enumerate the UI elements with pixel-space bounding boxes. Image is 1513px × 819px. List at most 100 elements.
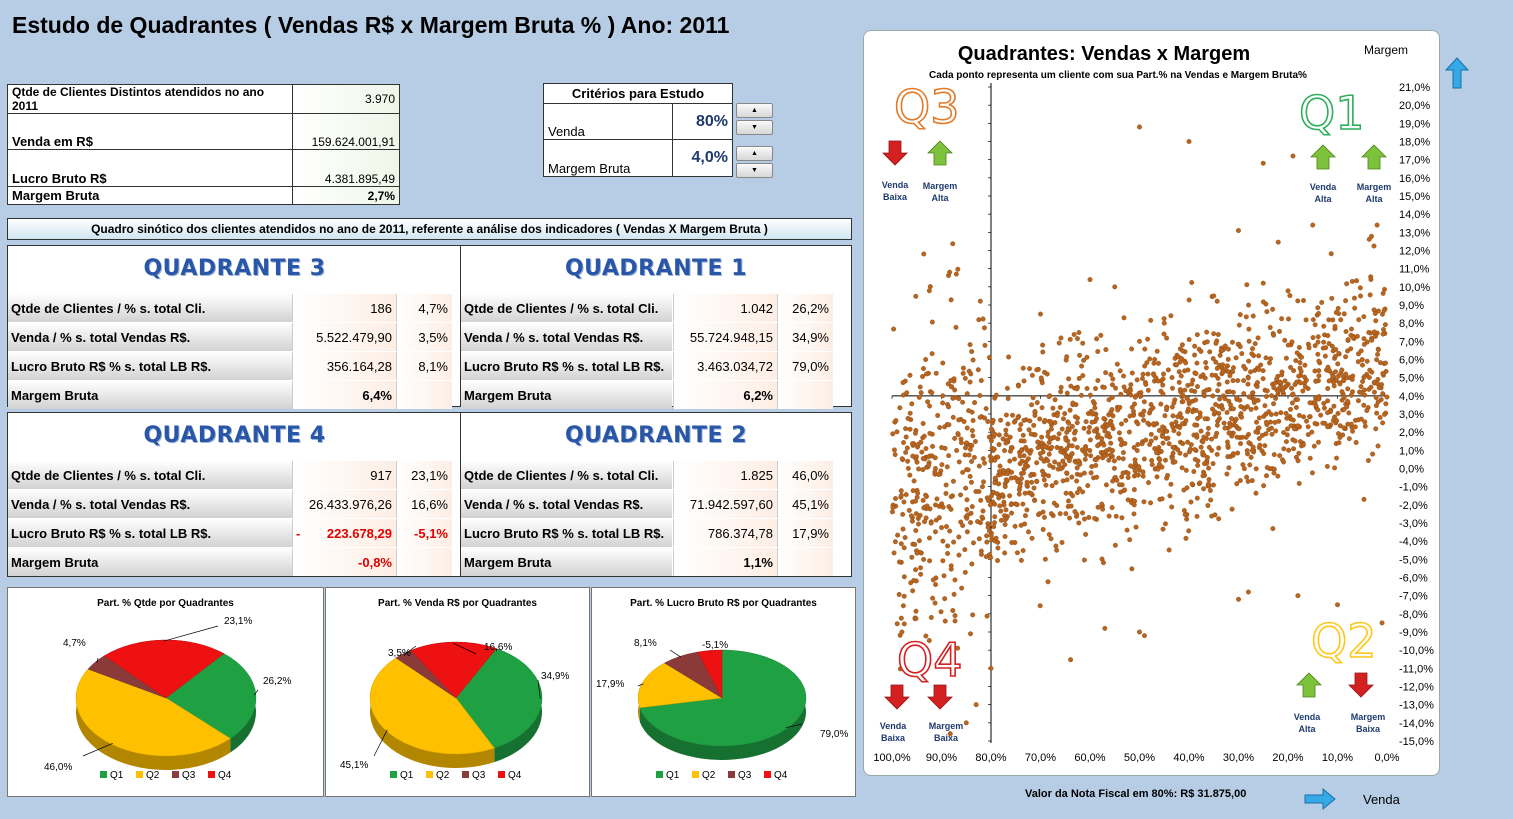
scatter-point [1170, 413, 1176, 419]
scatter-point [1312, 368, 1318, 374]
scatter-point [967, 379, 973, 385]
scatter-point [1331, 379, 1337, 385]
scatter-point [1160, 440, 1166, 446]
scatter-point [1253, 405, 1259, 411]
arrow-caption: Margem [1357, 182, 1392, 192]
scatter-point [1131, 408, 1136, 414]
scatter-point [921, 556, 927, 562]
scatter-point [1127, 388, 1133, 394]
scatter-point [1143, 437, 1149, 443]
scatter-point [1337, 423, 1343, 429]
scatter-point [986, 354, 992, 360]
scatter-point [1183, 535, 1189, 541]
spinner-up-icon[interactable]: ▲ [736, 146, 773, 161]
spinner-down-icon[interactable]: ▼ [736, 120, 773, 135]
summary-label: Margem Bruta [7, 186, 293, 205]
scatter-point [1040, 468, 1045, 474]
scatter-point [1187, 446, 1193, 452]
scatter-point [1293, 358, 1299, 363]
scatter-point [992, 520, 997, 526]
spinner-down-icon[interactable]: ▼ [736, 163, 773, 178]
scatter-point [1204, 387, 1210, 393]
scatter-point [927, 430, 933, 436]
scatter-point [1050, 405, 1056, 411]
scatter-point [1281, 459, 1287, 465]
row-label: Qtde de Clientes / % s. total Cli. [461, 294, 672, 322]
pie-data-label: 46,0% [44, 762, 72, 773]
scatter-point [1192, 422, 1198, 428]
arrow-down-icon [1348, 672, 1374, 698]
scatter-point [1074, 386, 1080, 392]
margem-spinner[interactable]: ▲ ▼ [736, 146, 773, 178]
scatter-point [1249, 478, 1255, 484]
row-label: Qtde de Clientes / % s. total Cli. [461, 461, 672, 489]
scatter-point [1197, 414, 1203, 419]
scatter-point [964, 507, 970, 512]
scatter-point [1294, 350, 1300, 356]
y-tick-label: -1,0% [1399, 482, 1428, 494]
arrow-up-icon[interactable] [1444, 56, 1470, 90]
scatter-point [950, 478, 956, 484]
scatter-point [972, 439, 978, 444]
scatter-point [1271, 332, 1277, 338]
y-tick-label: -2,0% [1399, 500, 1428, 512]
scatter-point [1288, 406, 1293, 412]
scatter-point [1361, 314, 1367, 320]
venda-spinner[interactable]: ▲ ▼ [736, 103, 773, 135]
scatter-point [950, 608, 956, 613]
scatter-point [964, 529, 970, 535]
scatter-point [902, 535, 908, 541]
scatter-point [1087, 392, 1093, 398]
scatter-point [1186, 139, 1192, 144]
scatter-point [1375, 377, 1381, 382]
scatter-point [1137, 124, 1142, 130]
scatter-point [1377, 415, 1383, 420]
row-label: Margem Bruta [461, 548, 672, 576]
scatter-point [1145, 336, 1151, 342]
scatter-point [1245, 478, 1251, 484]
legend-label: Q3 [472, 770, 486, 781]
pie-leader-line [637, 683, 644, 687]
scatter-point [1160, 391, 1166, 397]
scatter-point [1132, 401, 1138, 407]
scatter-point [1262, 443, 1268, 449]
scatter-point [1362, 374, 1368, 379]
arrow-right-icon[interactable] [1303, 788, 1337, 810]
scatter-point [1060, 416, 1066, 422]
row-value: 6,4% [292, 381, 396, 409]
summary-table: Qtde de Clientes Distintos atendidos no … [7, 84, 400, 205]
scatter-point [1191, 469, 1197, 474]
quadrant-row: Qtde de Clientes / % s. total Cli. 1.825 4… [461, 461, 851, 489]
scatter-point [1337, 381, 1343, 387]
row-percent: 79,0% [777, 352, 833, 380]
scatter-point [1261, 483, 1267, 489]
scatter-point [1034, 400, 1040, 406]
scatter-point [1040, 509, 1046, 515]
scatter-point [1206, 465, 1212, 471]
scatter-point [992, 475, 998, 481]
scatter-point [1244, 474, 1250, 480]
scatter-point [1241, 406, 1247, 412]
spinner-up-icon[interactable]: ▲ [736, 103, 773, 118]
scatter-point [921, 366, 926, 372]
scatter-point [1194, 332, 1200, 338]
scatter-point [988, 554, 994, 560]
scatter-point [1126, 429, 1132, 435]
scatter-point [1141, 456, 1147, 462]
scatter-point [1141, 499, 1147, 505]
quadrant-box-q4: QUADRANTE 4 Qtde de Clientes / % s. total… [7, 412, 462, 577]
scatter-point [1206, 444, 1212, 450]
scatter-point [905, 458, 911, 464]
scatter-point [1295, 458, 1301, 464]
scatter-point [1200, 449, 1206, 455]
arrow-caption: Baixa [881, 733, 906, 743]
scatter-point [1245, 375, 1251, 381]
scatter-point [1133, 472, 1139, 478]
pie-slice-Q2 [369, 657, 495, 755]
scatter-point [1349, 278, 1355, 284]
scatter-point [1246, 326, 1252, 332]
y-tick-label: -14,0% [1399, 718, 1434, 730]
scatter-point [981, 479, 986, 485]
scatter-point [942, 596, 948, 602]
scatter-point [1051, 434, 1057, 440]
